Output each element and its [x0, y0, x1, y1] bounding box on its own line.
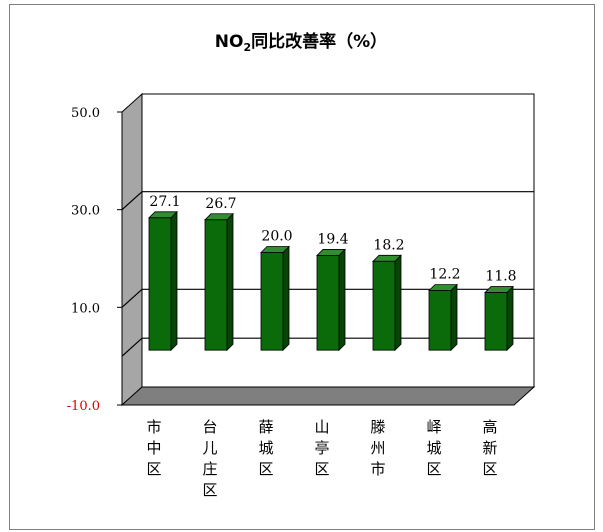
data-label: 20.0: [261, 229, 292, 245]
svg-text:NO2同比改善率（%）: NO2同比改善率（%）: [215, 31, 387, 54]
bar-side: [506, 285, 514, 352]
data-label: 19.4: [317, 231, 348, 247]
bar-side: [282, 245, 290, 352]
gridline: [121, 337, 534, 357]
category-label: 滕州市: [370, 418, 385, 478]
bar-side: [226, 212, 234, 352]
category-label: 高新区: [482, 418, 497, 478]
bar: [148, 217, 172, 351]
gridline: [121, 191, 534, 211]
title-suffix: 同比改善率（%）: [251, 31, 387, 52]
y-tick-label: 50.0: [71, 106, 100, 121]
data-label: 26.7: [205, 196, 236, 212]
y-tick-label: 30.0: [71, 204, 100, 219]
side-wall: [121, 92, 143, 407]
title-subscript: 2: [243, 41, 251, 54]
category-label: 山亭区: [314, 418, 329, 478]
y-tick-label: -10.0: [67, 399, 100, 414]
data-label: 27.1: [149, 194, 180, 210]
gridlines: [121, 191, 534, 357]
bar: [428, 290, 452, 351]
bar: [372, 260, 396, 351]
data-label: 18.2: [373, 237, 404, 253]
data-label: 12.2: [429, 267, 460, 283]
title-prefix: NO: [215, 32, 244, 52]
category-label: 台儿庄区: [202, 418, 217, 499]
bar: [484, 292, 508, 351]
bars: 27.1 26.7 20.0 19.4 18.2 12.2 11.8: [148, 194, 517, 352]
gridline: [121, 288, 534, 308]
category-label: 市中区: [146, 418, 161, 478]
bar-side: [170, 210, 178, 352]
category-label: 薛城区: [258, 418, 273, 478]
data-label: 11.8: [485, 269, 516, 285]
bar: [260, 252, 284, 351]
y-axis-ticks: 50.0 30.0 10.0 -10.0: [67, 106, 122, 414]
x-axis-labels: 市中区 台儿庄区 薛城区 山亭区 滕州市 峄城区 高新区: [146, 418, 497, 499]
floor: [120, 386, 536, 406]
category-label: 峄城区: [426, 418, 441, 478]
chart-title: NO2同比改善率（%）: [215, 31, 387, 54]
y-tick-label: 10.0: [71, 301, 100, 316]
bar-side: [338, 248, 346, 352]
bar: [204, 219, 228, 351]
bar: [316, 255, 340, 351]
bar-side: [394, 254, 402, 352]
bar-side: [450, 283, 458, 352]
